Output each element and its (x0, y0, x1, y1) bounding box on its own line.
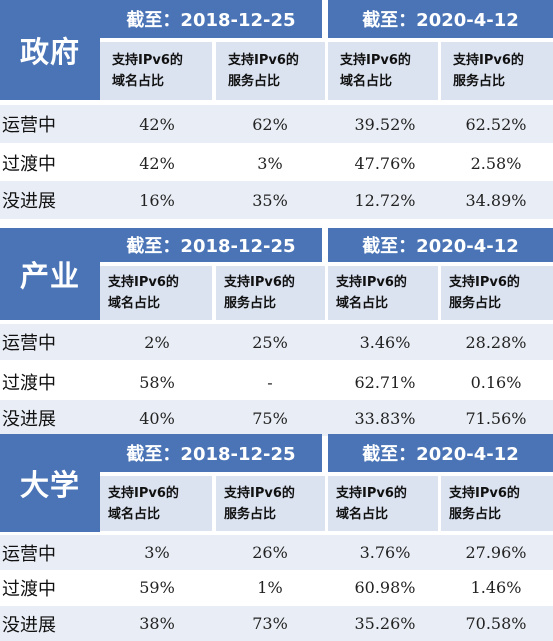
column-subheader-text: 支持IPv6的 服务占比 (224, 275, 295, 311)
column-subheader-text: 支持IPv6的 服务占比 (453, 53, 524, 89)
column-subheader: 支持IPv6的 域名占比 (100, 266, 212, 320)
table-cell: 62.71% (354, 372, 416, 392)
table-cell: 0.16% (470, 372, 522, 392)
column-subheader-text: 支持IPv6的 域名占比 (108, 275, 179, 311)
column-subheader: 支持IPv6的 域名占比 (328, 42, 438, 100)
table-cell: 58% (139, 372, 175, 392)
column-subheader: 支持IPv6的 服务占比 (216, 42, 325, 100)
table-cell: 60.98% (354, 578, 416, 597)
table-cell: 40% (139, 408, 175, 428)
table-cell: 3.46% (359, 332, 411, 352)
date-header: 截至：2020-4-12 (328, 434, 553, 472)
column-subheader-text: 支持IPv6的 服务占比 (449, 485, 520, 522)
table-cell: 35% (252, 190, 288, 210)
table-row: 运营中 42% 62% 39.52% 62.52% (0, 105, 553, 143)
table-cell: 75% (252, 408, 288, 428)
table-cell: 28.28% (465, 332, 527, 352)
table-cell: 16% (139, 190, 175, 210)
column-subheader: 支持IPv6的 域名占比 (328, 476, 438, 531)
date-header: 截至：2018-12-25 (100, 228, 322, 262)
date-header: 截至：2020-4-12 (328, 0, 553, 38)
column-subheader-text: 支持IPv6的 域名占比 (336, 275, 407, 311)
row-label: 过渡中 (2, 154, 56, 175)
table-section: 产业 截至：2018-12-25 截至：2020-4-12 支持IPv6的 域名占比 支… (0, 228, 553, 436)
column-subheader-text: 支持IPv6的 服务占比 (224, 485, 295, 522)
table-cell: 27.96% (465, 543, 527, 562)
table-cell: 47.76% (354, 153, 416, 173)
row-label: 运营中 (2, 543, 56, 565)
row-label: 没进展 (2, 191, 56, 212)
table-cell: 73% (252, 614, 288, 633)
table-section: 大学 截至：2018-12-25 截至：2020-4-12 支持IPv6的 域名占比 支… (0, 434, 553, 641)
column-subheader: 支持IPv6的 域名占比 (100, 42, 212, 100)
table-cell: 2.58% (470, 153, 522, 173)
table-cell: 38% (139, 614, 175, 633)
table-cell: 3% (257, 153, 283, 173)
column-subheader-text: 支持IPv6的 域名占比 (336, 485, 407, 522)
table-cell: 35.26% (354, 614, 416, 633)
table-section: 政府 截至：2018-12-25 截至：2020-4-12 支持IPv6的 域名占比 支… (0, 0, 553, 219)
date-header: 截至：2018-12-25 (100, 0, 322, 38)
table-cell: 3.76% (359, 543, 411, 562)
table-cell: 42% (139, 153, 175, 173)
table-row: 运营中 3% 26% 3.76% 27.96% (0, 535, 553, 570)
table-cell: 70.58% (465, 614, 527, 633)
row-label: 运营中 (2, 115, 56, 136)
table-cell: 3% (144, 543, 170, 562)
column-subheader-text: 支持IPv6的 域名占比 (112, 53, 183, 89)
table-cell: 62.52% (465, 114, 527, 134)
column-subheader: 支持IPv6的 域名占比 (100, 476, 212, 531)
table-row: 没进展 16% 35% 12.72% 34.89% (0, 181, 553, 219)
column-subheader-text: 支持IPv6的 域名占比 (340, 53, 411, 89)
column-subheader: 支持IPv6的 服务占比 (441, 266, 553, 320)
table-cell: 1% (257, 578, 283, 597)
table-cell: 33.83% (354, 408, 416, 428)
table-cell: 26% (252, 543, 288, 562)
table-cell: 62% (252, 114, 288, 134)
table-row: 过渡中 42% 3% 47.76% 2.58% (0, 144, 553, 182)
category-label: 政府 (0, 0, 100, 100)
category-label: 产业 (0, 228, 100, 320)
column-subheader: 支持IPv6的 服务占比 (216, 266, 325, 320)
table-row: 没进展 38% 73% 35.26% 70.58% (0, 606, 553, 641)
column-subheader: 支持IPv6的 域名占比 (328, 266, 438, 320)
row-label: 没进展 (2, 614, 56, 636)
column-subheader-text: 支持IPv6的 服务占比 (449, 275, 520, 311)
table-cell: 2% (144, 332, 170, 352)
row-label: 过渡中 (2, 578, 56, 600)
category-label: 大学 (0, 434, 100, 532)
table-row: 运营中 2% 25% 3.46% 28.28% (0, 324, 553, 360)
table-cell: 12.72% (354, 190, 416, 210)
row-label: 过渡中 (2, 373, 56, 394)
table-cell: 42% (139, 114, 175, 134)
table-cell: 1.46% (470, 578, 522, 597)
table-row: 过渡中 58% - 62.71% 0.16% (0, 364, 553, 400)
table-cell: 59% (139, 578, 175, 597)
table-cell: 39.52% (354, 114, 416, 134)
table-cell: 34.89% (465, 190, 527, 210)
column-subheader: 支持IPv6的 服务占比 (441, 42, 553, 100)
date-header: 截至：2020-4-12 (328, 228, 553, 262)
table-row: 过渡中 59% 1% 60.98% 1.46% (0, 570, 553, 605)
column-subheader-text: 支持IPv6的 服务占比 (228, 53, 299, 89)
table-row: 没进展 40% 75% 33.83% 71.56% (0, 400, 553, 436)
row-label: 运营中 (2, 333, 56, 354)
date-header: 截至：2018-12-25 (100, 434, 322, 472)
column-subheader: 支持IPv6的 服务占比 (441, 476, 553, 531)
column-subheader: 支持IPv6的 服务占比 (216, 476, 325, 531)
table-cell: 71.56% (465, 408, 527, 428)
table-cell: 25% (252, 332, 288, 352)
table-cell: - (267, 372, 273, 392)
column-subheader-text: 支持IPv6的 域名占比 (108, 485, 179, 522)
row-label: 没进展 (2, 409, 56, 430)
